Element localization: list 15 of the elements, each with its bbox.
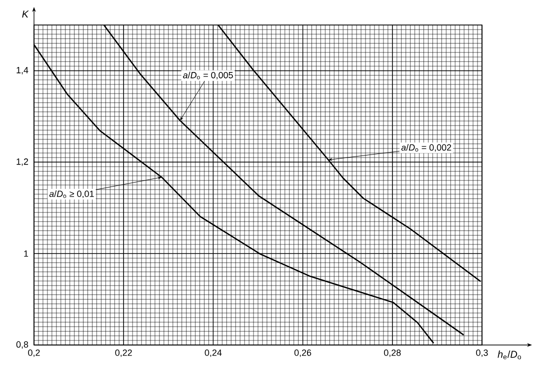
x-tick-label: 0,3 [476,350,488,357]
y-tick-label: 1 [24,250,28,257]
y-axis-title: K [22,10,29,18]
annotation: a/D$_{o}$ = 0,002 [401,144,452,152]
y-tick-label: 1,2 [16,158,28,166]
y-tick-label: 1,4 [16,67,28,74]
annotation: a/D$_{o}$ ≥ 0,01 [49,190,94,198]
x-tick-label: 0,24 [204,350,222,357]
x-tick-label: 0,2 [28,350,40,357]
annotation: a/D$_{o}$ = 0,005 [183,72,233,80]
x-tick-label: 0,26 [294,350,312,357]
x-tick-label: 0,22 [115,350,132,357]
x-tick-label: 0,28 [384,350,401,357]
y-tick-label: 0,8 [16,341,28,349]
x-axis-title: h$_{e}$/D$_{o}$ [498,350,521,360]
